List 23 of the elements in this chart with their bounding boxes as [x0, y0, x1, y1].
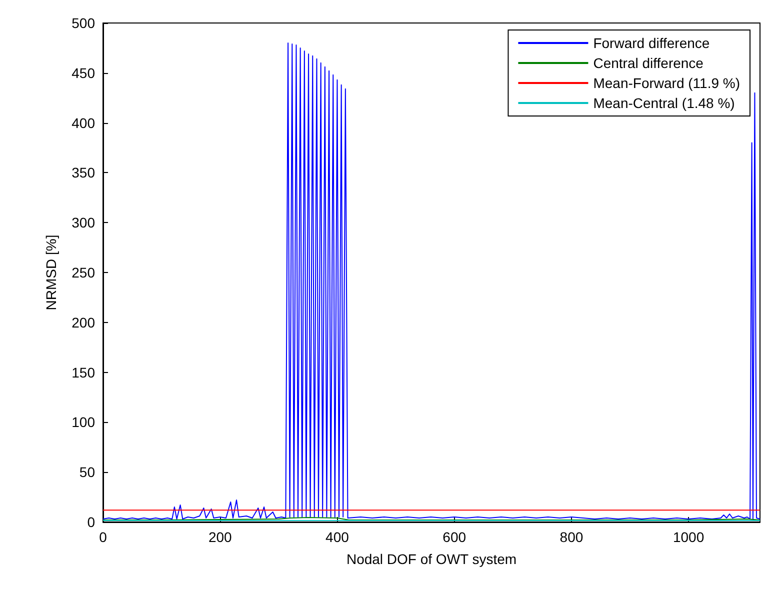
x-tick-label: 600: [442, 529, 466, 545]
y-tick-label: 150: [72, 364, 96, 380]
legend-label: Forward difference: [593, 35, 710, 51]
y-tick-label: 300: [72, 214, 96, 231]
x-tick-label: 400: [326, 529, 350, 545]
y-tick-label: 500: [72, 15, 96, 31]
legend-label: Mean-Central (1.48 %): [593, 95, 735, 111]
x-tick-label: 1000: [672, 529, 704, 545]
legend-label: Mean-Forward (11.9 %): [593, 75, 740, 91]
x-tick-label: 200: [208, 529, 232, 545]
y-tick-label: 200: [72, 314, 96, 330]
y-tick-label: 400: [72, 114, 96, 131]
x-axis-title: Nodal DOF of OWT system: [346, 551, 517, 567]
y-tick-label: 450: [72, 64, 96, 81]
y-tick-label: 350: [72, 164, 96, 181]
y-tick-label: 100: [72, 414, 96, 430]
y-tick-label: 250: [72, 264, 96, 280]
y-tick-label: 0: [87, 514, 96, 530]
x-tick-label: 800: [560, 529, 584, 545]
y-tick-label: 50: [79, 464, 96, 480]
x-tick-label: 0: [99, 529, 108, 545]
legend-label: Central difference: [593, 55, 704, 71]
y-axis-title: NRMSD [%]: [43, 234, 59, 310]
